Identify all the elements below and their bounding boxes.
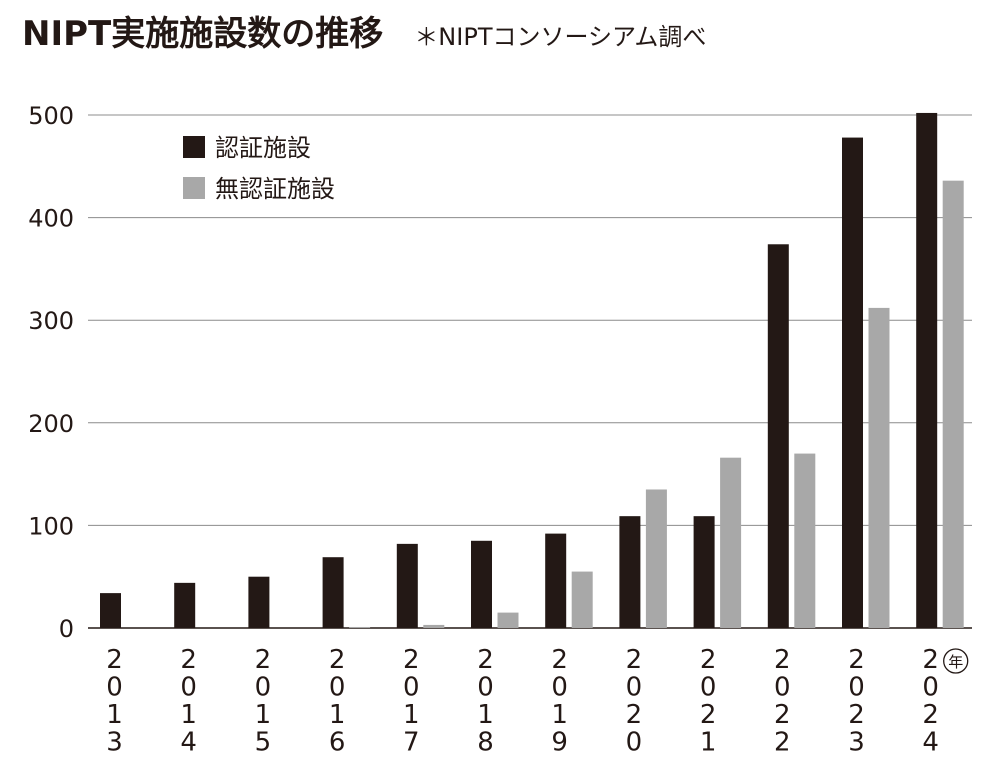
- legend-swatch-uncertified: [183, 177, 205, 199]
- bar-uncertified-2023: [868, 307, 890, 628]
- chart-title: NIPT実施施設数の推移: [22, 14, 384, 54]
- bar-uncertified-2020: [645, 489, 667, 628]
- bar-uncertified-2022: [794, 453, 816, 628]
- bar-certified-2019: [545, 533, 567, 628]
- bar-uncertified-2016: [349, 626, 371, 628]
- y-axis-ticks: 0 100 200 300 400 500: [28, 102, 74, 643]
- bar-uncertified-2024: [942, 180, 964, 628]
- x-unit-label: 年: [948, 653, 963, 671]
- bar-uncertified-2017: [423, 624, 445, 628]
- legend-label: 認証施設: [215, 134, 311, 162]
- source-note: ＊NIPTコンソーシアム調べ: [414, 23, 707, 51]
- y-tick-label: 500: [28, 102, 74, 130]
- y-tick-label: 300: [28, 307, 74, 335]
- bar-certified-2014: [174, 582, 196, 628]
- bar-certified-2018: [471, 540, 492, 628]
- x-unit-circle: [943, 648, 969, 674]
- bar-certified-2020: [619, 516, 641, 628]
- bar-certified-2024: [916, 112, 938, 628]
- bar-certified-2017: [396, 543, 418, 628]
- bar-uncertified-2021: [720, 457, 742, 628]
- bar-uncertified-2018: [497, 612, 519, 628]
- bar-certified-2021: [693, 516, 715, 628]
- y-tick-label: 0: [59, 615, 74, 643]
- bar-certified-2013: [100, 593, 121, 628]
- bar-certified-2015: [248, 576, 270, 628]
- legend-label: 無認証施設: [215, 175, 335, 203]
- y-tick-label: 400: [28, 205, 74, 233]
- bar-uncertified-2019: [571, 571, 593, 628]
- bars: [100, 112, 964, 628]
- bar-certified-2016: [322, 557, 344, 628]
- bar-certified-2022: [767, 244, 789, 628]
- legend-swatch-certified: [183, 136, 205, 158]
- title-row: NIPT実施施設数の推移 ＊NIPTコンソーシアム調べ: [22, 6, 706, 55]
- gridlines: [88, 114, 972, 629]
- x-axis-labels: 2 0 1 3 2 0 1 4 2 0 1 5 2 0 1 6 2 0 1 7 2 0 1 8 2 0 1 9 2 0 2 0 2 0 2 1 2 0 2 2…: [106, 645, 969, 758]
- y-tick-label: 100: [28, 512, 74, 540]
- bar-certified-2023: [842, 137, 863, 628]
- y-tick-label: 200: [28, 410, 74, 438]
